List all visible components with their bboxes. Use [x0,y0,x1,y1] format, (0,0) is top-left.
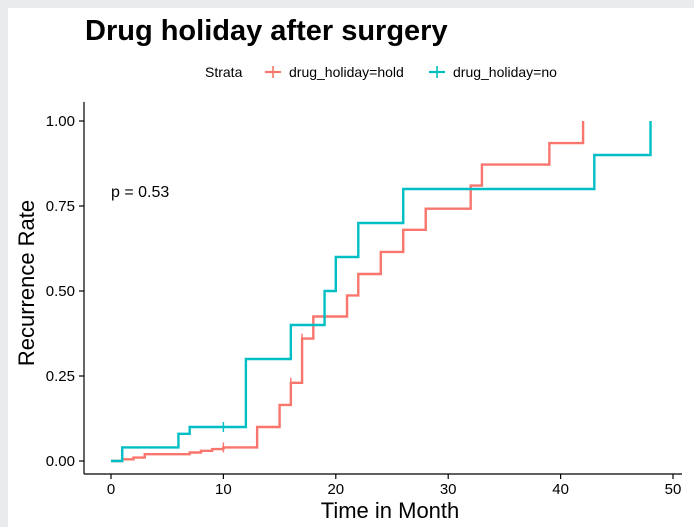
x-tick-label: 0 [107,481,115,498]
y-tick-label: 0.75 [46,198,75,215]
series-line-no [111,121,652,463]
p-value-annotation: p = 0.53 [111,184,169,201]
legend-label-no: drug_holiday=no [453,64,557,80]
x-tick-label: 40 [552,481,569,498]
x-tick-label: 10 [215,481,232,498]
y-tick-label: 0.25 [46,368,75,385]
y-tick-label: 0.00 [46,453,75,470]
y-axis-title: Recurrence Rate [14,200,39,366]
x-tick-label: 50 [665,481,682,498]
survival-chart: Drug holiday after surgery Strata drug_h… [14,15,682,523]
legend: Strata drug_holiday=hold drug_holiday=no [205,64,557,80]
legend-key-no [429,66,445,78]
x-axis-title: Time in Month [321,498,460,523]
chart-panel: Drug holiday after surgery Strata drug_h… [8,8,694,527]
ticks: 0 10 20 30 40 50 0.00 0.25 0.50 0.75 1.00 [46,113,682,498]
axes [83,102,682,475]
legend-label-hold: drug_holiday=hold [289,64,404,80]
x-tick-label: 30 [440,481,457,498]
series-layer [111,121,652,463]
legend-title: Strata [205,64,243,80]
legend-key-hold [265,66,281,78]
chart-title: Drug holiday after surgery [85,15,448,47]
y-tick-label: 1.00 [46,113,75,130]
y-tick-label: 0.50 [46,283,75,300]
series-line-hold [111,121,585,463]
x-tick-label: 20 [327,481,344,498]
